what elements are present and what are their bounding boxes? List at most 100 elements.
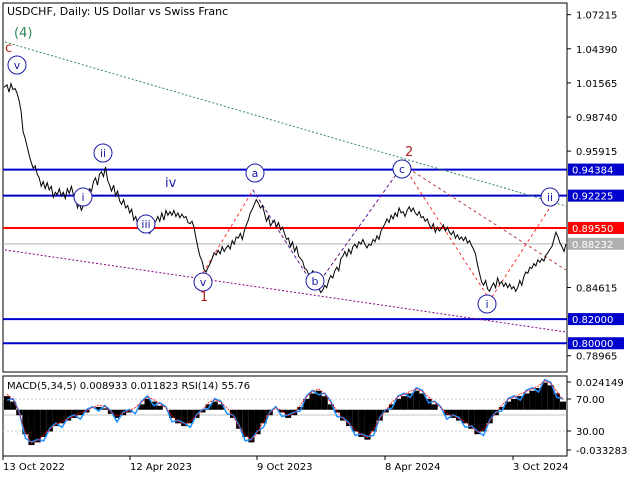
price-tick-label: 1.07215	[576, 11, 617, 22]
wave-label-iv: iv	[165, 176, 177, 191]
wave-circle	[305, 271, 325, 291]
macd-bar	[346, 409, 353, 427]
macd-bar	[101, 408, 108, 410]
wave-label-v: v	[200, 276, 207, 289]
macd-bar	[419, 393, 426, 410]
macd-bar	[462, 409, 469, 424]
wave-circle	[392, 159, 412, 179]
wave-label-c: c	[399, 163, 405, 176]
wave-label-c: c	[5, 41, 12, 56]
macd-bar	[401, 396, 408, 410]
macd-bar	[425, 398, 432, 410]
macd-bar	[199, 409, 206, 413]
level-tag-0.82000: 0.82000	[572, 315, 613, 326]
time-tick-label: 9 Oct 2023	[257, 462, 312, 473]
wave-label-1: 1	[200, 290, 208, 305]
chart-title: USDCHF, Daily: US Dollar vs Swiss Franc	[7, 5, 228, 18]
macd-bar	[126, 409, 133, 413]
macd-bar	[181, 409, 188, 427]
wave-label-i: i	[81, 191, 84, 204]
wave-label-a: a	[252, 167, 259, 180]
price-tick-label: 0.78965	[576, 352, 617, 363]
macd-bar	[394, 398, 402, 410]
macd-bar	[315, 390, 322, 410]
wave-circle	[477, 294, 497, 314]
macd-bar	[193, 409, 200, 418]
macd-bar	[474, 409, 481, 435]
time-tick-label: 13 Oct 2022	[3, 462, 65, 473]
level-tag-bg	[568, 221, 624, 234]
wave-label-iii: iii	[141, 218, 150, 231]
macd-bar	[217, 404, 224, 410]
macd-bar	[285, 409, 292, 418]
macd-bar	[523, 393, 530, 410]
macd-bar	[541, 382, 548, 410]
wave-label-(4): (4)	[14, 26, 32, 41]
price-tick-label: 0.98740	[576, 113, 617, 124]
macd-bar	[486, 409, 493, 424]
macd-bar	[58, 409, 66, 424]
macd-bar	[547, 385, 554, 410]
time-tick-label: 12 Apr 2023	[130, 462, 192, 473]
level-tag-bg	[568, 313, 624, 326]
time-axis[interactable]: 13 Oct 2022 12 Apr 2023 9 Oct 2023 8 Apr 20…	[2, 456, 568, 473]
macd-bar	[449, 409, 457, 418]
level-tag-bg	[568, 163, 624, 176]
horizontal-levels	[3, 168, 567, 345]
level-tag-bg	[568, 189, 624, 202]
macd-bar	[230, 409, 237, 418]
macd-bar	[468, 409, 475, 429]
price-line	[3, 81, 567, 294]
macd-bar	[309, 393, 316, 410]
price-axis[interactable]: 1.07215 1.04390 1.01565 0.98740 0.95915 0.846…	[567, 11, 617, 363]
macd-bar	[431, 404, 438, 410]
indicator-axis: 0.024149 70.00 30.00 -0.033283	[567, 378, 627, 457]
macd-bar	[71, 409, 78, 418]
macd-bar	[327, 404, 334, 410]
macd-signal-line	[6, 380, 564, 444]
level-tag-0.88232: 0.88232	[572, 240, 613, 251]
resistance-trendline	[4, 41, 567, 207]
wave-label-i: i	[485, 298, 488, 311]
wave-label-ii: ii	[100, 147, 106, 160]
macd-bar	[156, 405, 163, 410]
wave-circle	[193, 272, 213, 292]
macd-bar	[559, 401, 566, 410]
macd-bar	[498, 407, 505, 410]
wave-label-ii: ii	[547, 191, 553, 204]
wave-circle	[540, 187, 560, 207]
macd-bar	[211, 401, 218, 410]
macd-bar	[113, 409, 121, 418]
wave-label-b: b	[312, 275, 319, 288]
macd-bar	[352, 409, 359, 432]
macd-bar	[480, 409, 487, 432]
macd-bar	[28, 409, 35, 446]
macd-bar	[456, 409, 463, 421]
macd-bar	[370, 409, 377, 432]
indicator-tick-label: 30.00	[576, 427, 605, 438]
macd-bar	[248, 409, 255, 443]
level-tag-bg	[568, 237, 624, 250]
price-tick-label: 1.04390	[576, 45, 617, 56]
indicator-tick-label: 70.00	[576, 395, 605, 406]
macd-bar	[254, 409, 261, 435]
macd-bar	[376, 409, 383, 421]
macd-bar	[339, 409, 347, 421]
level-tag-0.92225: 0.92225	[572, 192, 613, 203]
macd-bar	[553, 393, 560, 410]
wave-circle	[73, 187, 93, 207]
wave-circle	[245, 163, 265, 183]
macd-bar	[517, 396, 524, 410]
macd-bar	[443, 409, 450, 416]
macd-bar	[364, 409, 371, 440]
wave-circle	[7, 55, 27, 75]
indicator-tick-label: -0.033283	[576, 446, 627, 457]
macd-bar	[138, 404, 145, 410]
level-tag-0.89550: 0.89550	[572, 224, 613, 235]
macd-bar	[40, 409, 47, 437]
macd-bar	[413, 390, 420, 410]
level-tag-0.80000: 0.80000	[572, 339, 613, 350]
macd-bar	[10, 401, 17, 410]
